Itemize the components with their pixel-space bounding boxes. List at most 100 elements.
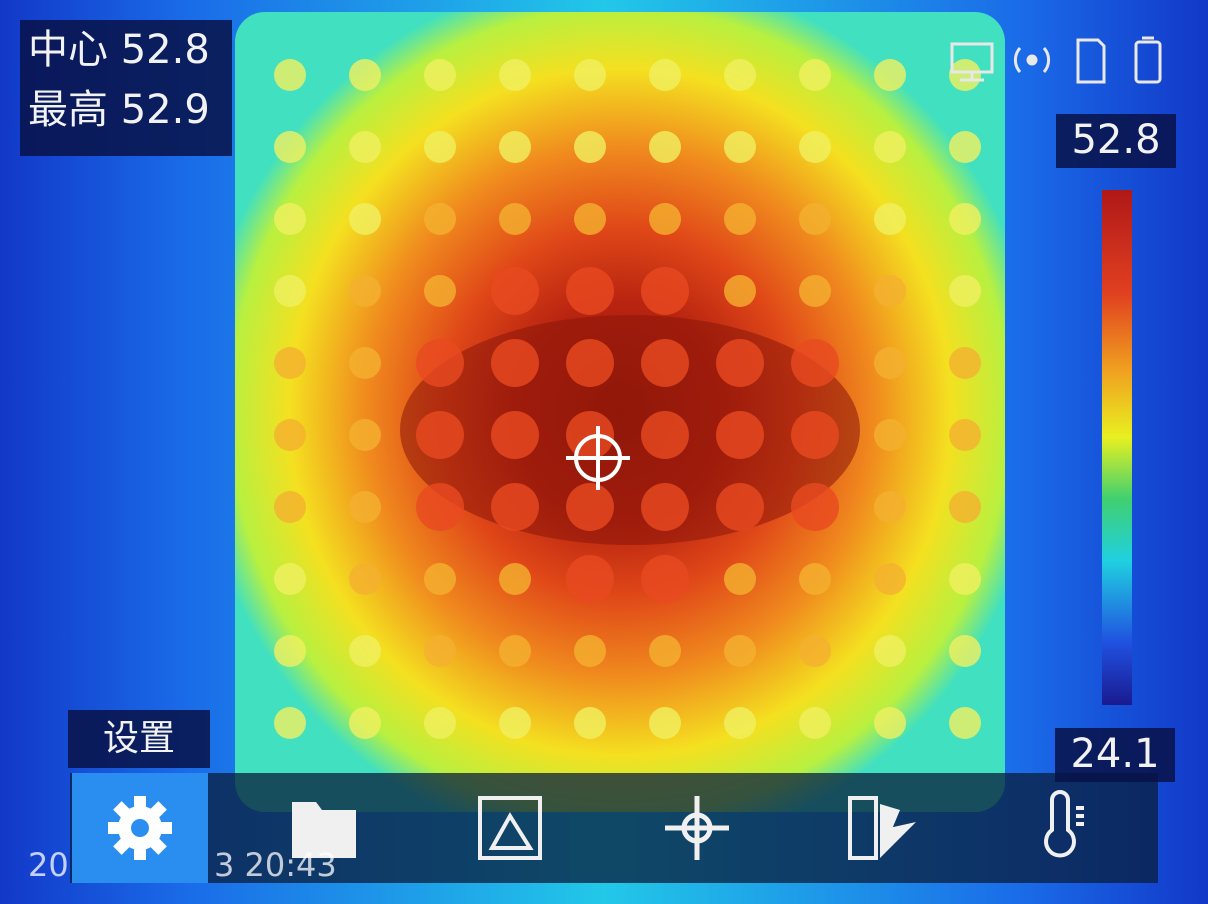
board-dot — [724, 131, 756, 163]
board-dot — [349, 563, 381, 595]
board-dot — [566, 267, 614, 315]
board-dot — [574, 59, 606, 91]
board-dot — [424, 707, 456, 739]
max-row: 最高 52.9 — [28, 84, 224, 136]
board-dot — [949, 707, 981, 739]
board-dot — [274, 707, 306, 739]
board-dot — [274, 347, 306, 379]
board-dot — [724, 203, 756, 235]
board-dot — [566, 483, 614, 531]
board-dot — [424, 203, 456, 235]
board-dot — [424, 635, 456, 667]
board-dot — [874, 491, 906, 523]
board-dot — [724, 707, 756, 739]
center-row: 中心 52.8 — [28, 24, 224, 76]
board-dot — [649, 707, 681, 739]
board-dot — [949, 419, 981, 451]
board-dot — [274, 491, 306, 523]
color-scale — [1102, 190, 1132, 705]
board-dot — [574, 707, 606, 739]
board-dot — [416, 483, 464, 531]
board-dot — [649, 635, 681, 667]
center-value: 52.8 — [120, 27, 210, 73]
board-dot — [649, 59, 681, 91]
folder-icon[interactable] — [292, 802, 356, 858]
timestamp-start: 20 — [28, 846, 69, 884]
board-dot — [949, 59, 981, 91]
board-dot — [349, 491, 381, 523]
board-dot — [349, 275, 381, 307]
center-label: 中心 — [28, 27, 108, 73]
board-dot — [799, 635, 831, 667]
board-dot — [716, 483, 764, 531]
readings-panel: 中心 52.8 最高 52.9 — [20, 20, 232, 156]
toolbar — [70, 773, 1158, 883]
gear-icon — [108, 796, 172, 860]
board-dot — [641, 411, 689, 459]
board-dot — [649, 131, 681, 163]
board-dot — [566, 555, 614, 603]
thermometer-icon[interactable] — [1044, 790, 1084, 858]
board-dot — [791, 483, 839, 531]
board-dot — [349, 419, 381, 451]
board-dot — [416, 411, 464, 459]
board-dot — [349, 203, 381, 235]
board-dot — [949, 131, 981, 163]
board-dot — [791, 339, 839, 387]
board-dot — [874, 275, 906, 307]
board-dot — [499, 707, 531, 739]
board-dot — [799, 275, 831, 307]
board-dot — [349, 707, 381, 739]
board-dot — [424, 131, 456, 163]
board-dot — [641, 339, 689, 387]
board-dot — [499, 563, 531, 595]
board-dot — [716, 339, 764, 387]
board-dot — [791, 411, 839, 459]
board-dot — [949, 635, 981, 667]
board-dot — [724, 59, 756, 91]
status-icons — [950, 36, 1162, 84]
board-dot — [424, 275, 456, 307]
crosshair-icon[interactable] — [665, 796, 729, 860]
board-dot — [349, 131, 381, 163]
board-dot — [274, 203, 306, 235]
board-dot — [874, 419, 906, 451]
board-dot — [949, 203, 981, 235]
board-dot — [799, 131, 831, 163]
board-dot — [274, 275, 306, 307]
board-dot — [491, 267, 539, 315]
board-dot — [641, 483, 689, 531]
board-dot — [499, 131, 531, 163]
timestamp-end: 3 20:43 — [214, 846, 337, 884]
board-dot — [716, 411, 764, 459]
board-dot — [799, 59, 831, 91]
board-dot — [724, 563, 756, 595]
board-dot — [274, 59, 306, 91]
current-value: 52.8 — [1056, 114, 1176, 168]
board-dot — [949, 563, 981, 595]
max-value: 52.9 — [120, 87, 210, 133]
board-dot — [349, 635, 381, 667]
board-dot — [491, 339, 539, 387]
board-dot — [874, 131, 906, 163]
image-icon[interactable] — [478, 796, 542, 860]
board-dot — [424, 563, 456, 595]
board-dot — [566, 411, 614, 459]
board-dot — [874, 203, 906, 235]
board-dot — [574, 131, 606, 163]
menu-label: 设置 — [68, 710, 210, 768]
board-dot — [874, 59, 906, 91]
board-dot — [724, 635, 756, 667]
board-dot — [649, 203, 681, 235]
board-dot — [349, 59, 381, 91]
board-dot — [641, 267, 689, 315]
board-dot — [799, 563, 831, 595]
board-dot — [949, 491, 981, 523]
board-dot — [491, 483, 539, 531]
max-label: 最高 — [28, 87, 108, 133]
board-dot — [874, 707, 906, 739]
board-dot — [949, 275, 981, 307]
palette-icon[interactable] — [848, 796, 916, 860]
